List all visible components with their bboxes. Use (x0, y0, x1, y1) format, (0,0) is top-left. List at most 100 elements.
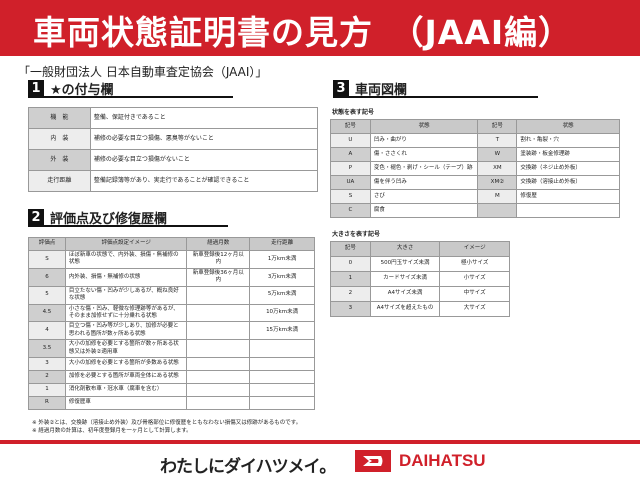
table-cell (186, 339, 251, 359)
table-cell: 3.5 (28, 339, 66, 359)
table-cell: 大小の加修を必要とする箇所が数ヶ所ある状態又は外装②適用車 (64, 339, 188, 359)
table-cell: 変色・褪色・剥げ・シール（テープ）跡 (369, 161, 479, 176)
table-cell: A4サイズ未満 (369, 286, 441, 302)
divider (0, 440, 640, 444)
table-cell: 10万km未満 (249, 303, 315, 323)
table-cell: T (477, 133, 518, 148)
table-cell (186, 370, 251, 385)
table-cell: A (330, 147, 371, 162)
column-header: 経過月数 (186, 237, 251, 251)
header-row: 記号 大きさ イメージ (330, 241, 510, 257)
table-cell: 内外装、損傷・無補修の状態 (64, 267, 188, 287)
table-cell: 走行距離 (28, 170, 91, 192)
table-cell: 5 (28, 285, 66, 305)
table-cell (249, 396, 315, 411)
table-cell: C (330, 203, 371, 218)
table-cell: 機 能 (28, 107, 91, 129)
table-row: 1 消化剤散布車・冠水車（腐車を含む） (28, 383, 315, 398)
table-cell: S (330, 189, 371, 204)
table-row: P 変色・褪色・剥げ・シール（テープ）跡 XM 交換跡（ネジ止め外板） (330, 161, 620, 176)
table-row: 1 カードサイズ未満 小サイズ (330, 271, 510, 287)
table-cell: 目立たない傷・凹みが少しあるが、概ね良好な状態 (64, 285, 188, 305)
table-cell (477, 203, 518, 218)
table-row: 5 目立たない傷・凹みが少しあるが、概ね良好な状態 5万km未満 (28, 285, 315, 305)
table-cell: 加修を必要とする箇所が車両全体にある状態 (64, 370, 188, 385)
table-cell: XM② (477, 175, 518, 190)
state-symbols-label: 状態を表す記号 (332, 109, 375, 116)
table-row: C 腐食 (330, 203, 620, 218)
page-title: 車両状態証明書の見方 （JAAI編） (33, 13, 573, 52)
column-header: 評価点設定イメージ (64, 237, 188, 251)
table-cell (249, 370, 315, 385)
table-row: S ほぼ新車の状態で、内外装、損傷・無補修の状態 新車登録後12ヶ月以内 1万km未満 (28, 250, 315, 269)
table-cell: 小サイズ (439, 271, 510, 287)
table-cell: 凹み・曲がり (369, 133, 479, 148)
table-cell: 1 (330, 271, 371, 287)
column-header: 記号 (477, 119, 518, 134)
table-cell: 修復歴車 (64, 396, 188, 411)
table-row: 2 A4サイズ未満 中サイズ (330, 286, 510, 302)
header-row: 評価点 評価点設定イメージ 経過月数 走行距離 (28, 237, 315, 251)
section2-heading: 2 評価点及び修復歴欄 (28, 209, 228, 227)
table-cell: U (330, 133, 371, 148)
column-header: 状態 (516, 119, 620, 134)
table-row: 4 目立つ傷・凹み等が少しあり、加修が必要と思われる箇所が数ヶ所ある状態 15万km… (28, 321, 315, 341)
table-row: 3.5 大小の加修を必要とする箇所が数ヶ所ある状態又は外装②適用車 (28, 339, 315, 359)
slogan-logo: わたしにダイハツメイ。 (160, 457, 336, 477)
column-header: 走行距離 (249, 237, 315, 251)
table-cell: 2 (330, 286, 371, 302)
table-cell: 消化剤散布車・冠水車（腐車を含む） (64, 383, 188, 398)
table-cell: 補修の必要な目立つ損傷、悪臭等がないこと (89, 128, 319, 150)
table-cell: さび (369, 189, 479, 204)
table-row: R 修復歴車 (28, 396, 315, 411)
table-cell: M (477, 189, 518, 204)
title-banner: 車両状態証明書の見方 （JAAI編） (0, 0, 640, 56)
table-row: 外 装補修の必要な目立つ損傷がないこと (28, 149, 319, 171)
table-cell: 6 (28, 267, 66, 287)
table-cell: UA (330, 175, 371, 190)
footnotes: ※ 外装②とは、交換跡（溶接止め外装）及び骨格部位に修復歴をともなわない損傷又は… (32, 419, 301, 436)
section-number: 2 (28, 209, 44, 225)
table-cell: A4サイズを超えたもの (369, 301, 441, 317)
table-cell (186, 321, 251, 341)
column-header: イメージ (439, 241, 510, 257)
table-cell: 新車登録後36ヶ月以内 (186, 267, 251, 287)
table-cell: 割れ・亀裂・穴 (516, 133, 620, 148)
table-cell: 新車登録後12ヶ月以内 (186, 250, 251, 269)
column-header: 状態 (369, 119, 479, 134)
table-cell: P (330, 161, 371, 176)
footnote: ※ 外装②とは、交換跡（溶接止め外装）及び骨格部位に修復歴をともなわない損傷又は… (32, 420, 302, 426)
section-number: 1 (28, 80, 44, 96)
table-cell (249, 357, 315, 372)
table-row: 走行距離 整備記録簿等があり、実走行であることが確認できること (28, 170, 319, 192)
score-table: 評価点 評価点設定イメージ 経過月数 走行距離 S ほぼ新車の状態で、内外装、損傷・無補修… (28, 237, 315, 411)
section3-heading: 3 車両図欄 (333, 80, 538, 98)
footnote: ※ 経過月数の計算は、初年度登録月を一ヶ月として計算します。 (32, 428, 192, 435)
table-row: A 傷・ささくれ W 塗装跡・板金修理跡 (330, 147, 620, 162)
table-cell: 腐食 (369, 203, 479, 218)
size-symbols-label: 大きさを表す記号 (332, 231, 381, 238)
table-row: 6 内外装、損傷・無補修の状態 新車登録後36ヶ月以内 3万km未満 (28, 267, 315, 287)
table-cell: 4.5 (28, 303, 66, 323)
section-title: 評価点及び修復歴欄 (50, 211, 168, 227)
table-cell: S (28, 250, 66, 269)
table-cell (516, 203, 620, 218)
table-row: U 凹み・曲がり T 割れ・亀裂・穴 (330, 133, 620, 148)
table-cell: 3万km未満 (249, 267, 315, 287)
table-cell: 2 (28, 370, 66, 385)
table-cell: 目立つ傷・凹み等が少しあり、加修が必要と思われる箇所が数ヶ所ある状態 (64, 321, 188, 341)
table-cell: 整備、保証付きであること (89, 107, 319, 129)
table-cell: 内 装 (28, 128, 91, 150)
table-cell: 交換跡（ネジ止め外板） (516, 161, 620, 176)
star-table: 機 能整備、保証付きであること内 装補修の必要な目立つ損傷、悪臭等がないこと外 … (28, 107, 319, 192)
table-cell: 1 (28, 383, 66, 398)
table-cell: 補修の必要な目立つ損傷がないこと (89, 149, 319, 171)
table-cell: 整備記録簿等があり、実走行であることが確認できること (89, 170, 319, 192)
table-cell: 外 装 (28, 149, 91, 171)
table-cell: 傷・ささくれ (369, 147, 479, 162)
section-number: 3 (333, 80, 349, 96)
table-cell: 中サイズ (439, 286, 510, 302)
table-cell: R (28, 396, 66, 411)
table-cell: 小さな傷・凹み、軽微な修理跡等があるが、そのまま加修せずに十分乗れる状態 (64, 303, 188, 323)
table-cell: 塗装跡・板金修理跡 (516, 147, 620, 162)
